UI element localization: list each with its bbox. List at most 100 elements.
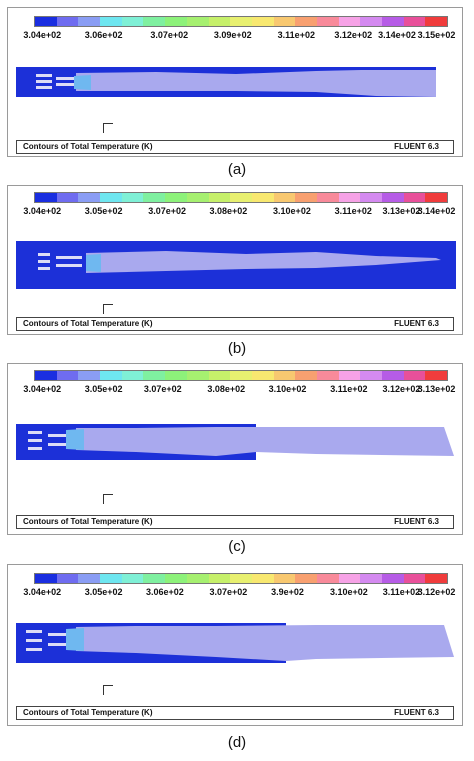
colorbar-segment [251, 574, 274, 583]
colorbar-segment [208, 574, 231, 583]
colorbar-segment [316, 371, 339, 380]
tick-label: 3.04e+02 [23, 206, 62, 216]
injector-nozzles [26, 630, 66, 651]
colorbar-segment [78, 371, 101, 380]
caption-bar-d: Contours of Total Temperature (K) FLUENT… [16, 706, 454, 720]
colorbar-segment [230, 193, 252, 202]
colorbar-segment [251, 17, 274, 26]
colorbar-segment [100, 193, 122, 202]
colorbar-segment [316, 574, 339, 583]
tick-label: 3.05e+02 [84, 384, 123, 394]
colorbar-segment [403, 17, 426, 26]
colorbar-ticks-b: 3.04e+02 3.05e+02 3.07e+02 3.08e+02 3.10… [16, 206, 455, 218]
flame-plume [86, 251, 441, 273]
colorbar-segment [360, 574, 382, 583]
tick-label: 3.07e+02 [209, 587, 248, 597]
colorbar-segment [208, 371, 231, 380]
tick-label: 3.07e+02 [150, 30, 189, 40]
software-label: FLUENT 6.3 [394, 142, 439, 151]
colorbar-segment [186, 17, 209, 26]
colorbar-segment [316, 193, 339, 202]
panel-d: 3.04e+02 3.05e+02 3.06e+02 3.07e+02 3.9e… [7, 564, 463, 726]
colorbar-segment [338, 574, 361, 583]
colorbar-segment [165, 193, 187, 202]
colorbar-segment [35, 193, 57, 202]
axis-triad-icon [103, 685, 117, 695]
colorbar-ticks-d: 3.04e+02 3.05e+02 3.06e+02 3.07e+02 3.9e… [16, 587, 455, 599]
colorbar-segment [273, 574, 296, 583]
colorbar-segment [121, 371, 144, 380]
colorbar-segment [382, 17, 404, 26]
tick-label: 3.12e+02 [334, 30, 373, 40]
panel-label-a: (a) [227, 161, 247, 178]
flame-edge [66, 628, 84, 651]
colorbar-segment [100, 574, 122, 583]
tick-label: 3.13e+02 [382, 206, 421, 216]
colorbar-segment [338, 193, 361, 202]
flame-edge [66, 429, 84, 450]
tick-label: 3.05e+02 [84, 587, 123, 597]
injector-nozzles [28, 431, 66, 450]
colorbar-segment [165, 17, 187, 26]
colorbar-segment [56, 17, 79, 26]
colorbar-segment [56, 574, 79, 583]
flame-edge [86, 254, 101, 272]
panel-label-c: (c) [228, 538, 246, 555]
tick-label: 3.05e+02 [84, 206, 123, 216]
colorbar-segment [273, 193, 296, 202]
colorbar-segment [230, 17, 252, 26]
colorbar-segment [121, 17, 144, 26]
tick-label: 3.11e+02 [277, 30, 315, 40]
panel-b: 3.04e+02 3.05e+02 3.07e+02 3.08e+02 3.10… [7, 185, 463, 335]
colorbar-segment [208, 17, 231, 26]
tick-label: 3.12e+02 [382, 384, 421, 394]
colorbar-segment [251, 193, 274, 202]
tick-label: 3.09e+02 [213, 30, 252, 40]
colorbar-segment [35, 574, 57, 583]
tick-label: 3.11e+02 [382, 587, 421, 597]
tick-label: 3.9e+02 [271, 587, 304, 597]
colorbar-segment [360, 193, 382, 202]
injector-nozzles [36, 74, 74, 89]
colorbar-segment [143, 17, 166, 26]
colorbar-d [34, 573, 448, 584]
injector-nozzles [38, 253, 82, 270]
colorbar-segment [186, 371, 209, 380]
colorbar-segment [143, 193, 166, 202]
tick-label: 3.14e+02 [378, 30, 416, 40]
temperature-contour-b [16, 241, 456, 289]
software-label: FLUENT 6.3 [394, 319, 439, 328]
colorbar-segment [143, 574, 166, 583]
contour-caption: Contours of Total Temperature (K) [23, 319, 153, 328]
colorbar-segment [403, 193, 426, 202]
colorbar-segment [78, 574, 101, 583]
tick-label: 3.08e+02 [207, 384, 246, 394]
tick-label: 3.08e+02 [209, 206, 248, 216]
colorbar-segment [100, 371, 122, 380]
tick-label: 3.10e+02 [329, 587, 368, 597]
flame-plume [76, 427, 454, 456]
contour-caption: Contours of Total Temperature (K) [23, 517, 153, 526]
colorbar-segment [56, 193, 79, 202]
contour-caption: Contours of Total Temperature (K) [23, 142, 153, 151]
flame-plume [76, 70, 436, 97]
colorbar-segment [186, 193, 209, 202]
tick-label: 3.10e+02 [273, 206, 311, 216]
colorbar-segment [403, 371, 426, 380]
colorbar-ticks-c: 3.04e+02 3.05e+02 3.07e+02 3.08e+02 3.10… [16, 384, 455, 396]
flame-plume [76, 625, 454, 661]
colorbar-b [34, 192, 448, 203]
colorbar-segment [295, 193, 317, 202]
colorbar-segment [338, 371, 361, 380]
temperature-contour-a [16, 67, 436, 97]
colorbar-a [34, 16, 448, 27]
colorbar-segment [230, 371, 252, 380]
colorbar-segment [295, 574, 317, 583]
colorbar-segment [100, 17, 122, 26]
colorbar-segment [382, 574, 404, 583]
tick-label: 3.07e+02 [143, 384, 182, 394]
colorbar-segment [78, 17, 101, 26]
colorbar-segment [360, 371, 382, 380]
colorbar-segment [230, 574, 252, 583]
tick-label: 3.06e+02 [146, 587, 184, 597]
